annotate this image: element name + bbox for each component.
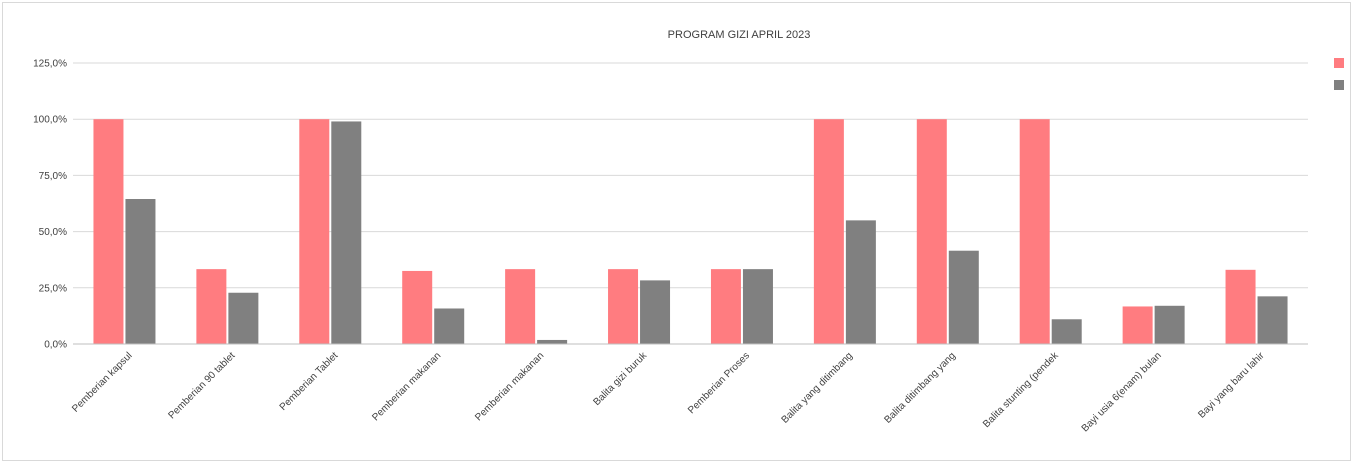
bar-series-1 bbox=[402, 270, 433, 344]
bar-series-1 bbox=[93, 119, 124, 344]
bar-series-2 bbox=[228, 292, 259, 344]
bar-series-2 bbox=[640, 280, 671, 344]
y-tick-label: 125,0% bbox=[33, 59, 67, 70]
bar-series-2 bbox=[1154, 305, 1185, 344]
bar-series-1 bbox=[916, 119, 947, 344]
x-tick-label: Balita stunting (pendek bbox=[981, 350, 1061, 430]
bar-chart: 0,0% 25,0% 50,0% 75,0% 100,0% 125,0% Pemberian… bbox=[33, 29, 1344, 434]
legend-marker-series-1 bbox=[1334, 58, 1344, 68]
chart-title: PROGRAM GIZI APRIL 2023 bbox=[668, 29, 811, 41]
y-tick-label: 50,0% bbox=[39, 227, 67, 238]
bar-series-2 bbox=[125, 199, 156, 344]
bar-series-2 bbox=[434, 308, 465, 344]
bar-series-1 bbox=[1122, 306, 1153, 344]
bar-series-1 bbox=[1019, 119, 1050, 344]
bar-series-1 bbox=[813, 119, 844, 344]
x-tick-label: Balita yang ditimbang bbox=[780, 350, 855, 425]
bar-series-2 bbox=[1051, 319, 1082, 344]
bar-series-2 bbox=[537, 339, 568, 344]
x-tick-label: Bayi yang baru lahir bbox=[1196, 350, 1267, 421]
bar-series-2 bbox=[948, 250, 979, 344]
bar-series-2 bbox=[331, 121, 362, 344]
x-tick-label: Balita gizi buruk bbox=[591, 350, 649, 408]
x-tick-label: Pemberian makanan bbox=[473, 350, 546, 423]
x-tick-label: Pemberian Proses bbox=[686, 350, 752, 416]
y-tick-label: 0,0% bbox=[44, 340, 67, 351]
bar-series-1 bbox=[299, 119, 330, 344]
y-tick-label: 25,0% bbox=[39, 283, 67, 294]
x-tick-label: Pemberian 90 tablet bbox=[166, 350, 237, 421]
x-tick-label: Pemberian Tablet bbox=[278, 350, 341, 413]
y-tick-label: 75,0% bbox=[39, 171, 67, 182]
x-tick-label: Pemberian makanan bbox=[370, 350, 443, 423]
bar-series-1 bbox=[710, 269, 741, 344]
bar-series-2 bbox=[742, 269, 773, 344]
bar-series-1 bbox=[196, 269, 227, 344]
y-tick-label: 100,0% bbox=[33, 115, 67, 126]
x-tick-label: Bayi usia 6(enam) bulan bbox=[1080, 350, 1164, 434]
x-tick-label: Pemberian kapsul bbox=[70, 350, 134, 414]
legend-marker-series-2 bbox=[1334, 80, 1344, 90]
bar-series-1 bbox=[608, 269, 639, 344]
x-tick-label: Balita ditimbang yang bbox=[883, 350, 958, 425]
bar-series-1 bbox=[505, 269, 536, 344]
bar-series-1 bbox=[1225, 269, 1256, 344]
bar-series-2 bbox=[1257, 296, 1288, 344]
bar-series-2 bbox=[845, 220, 876, 344]
